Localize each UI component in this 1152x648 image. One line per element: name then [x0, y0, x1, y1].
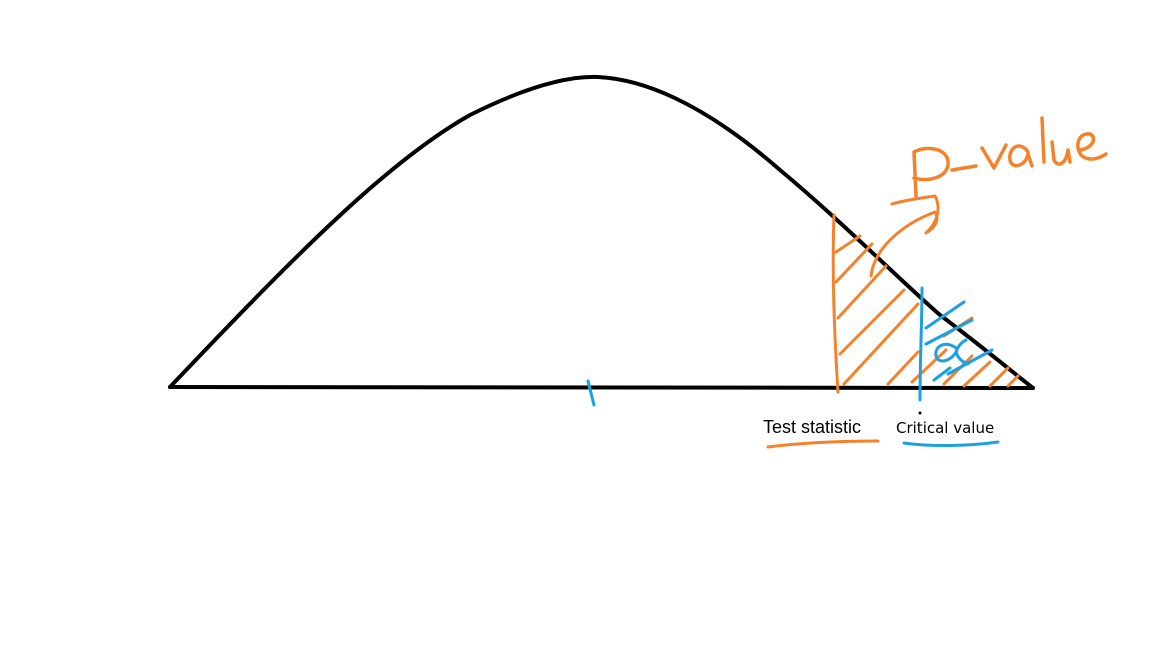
- test-statistic-underline: [766, 439, 880, 449]
- critical-value-dot: [918, 411, 922, 415]
- test-statistic-line: [831, 213, 840, 394]
- critical-value-line: [918, 286, 924, 402]
- alpha-hatching: [924, 300, 994, 382]
- mean-tick-mark: [586, 379, 596, 407]
- critical-value-underline: [902, 440, 1000, 448]
- alpha-handwriting: [934, 338, 970, 366]
- test-statistic-label: Test statistic: [763, 417, 862, 437]
- p-value-handwriting: [912, 116, 1108, 198]
- p-value-hatching: [834, 234, 1020, 388]
- distribution-curve: [168, 74, 1035, 390]
- p-value-arrow: [869, 194, 940, 278]
- x-axis-baseline: [168, 385, 1035, 390]
- critical-value-label: Critical value: [896, 419, 995, 437]
